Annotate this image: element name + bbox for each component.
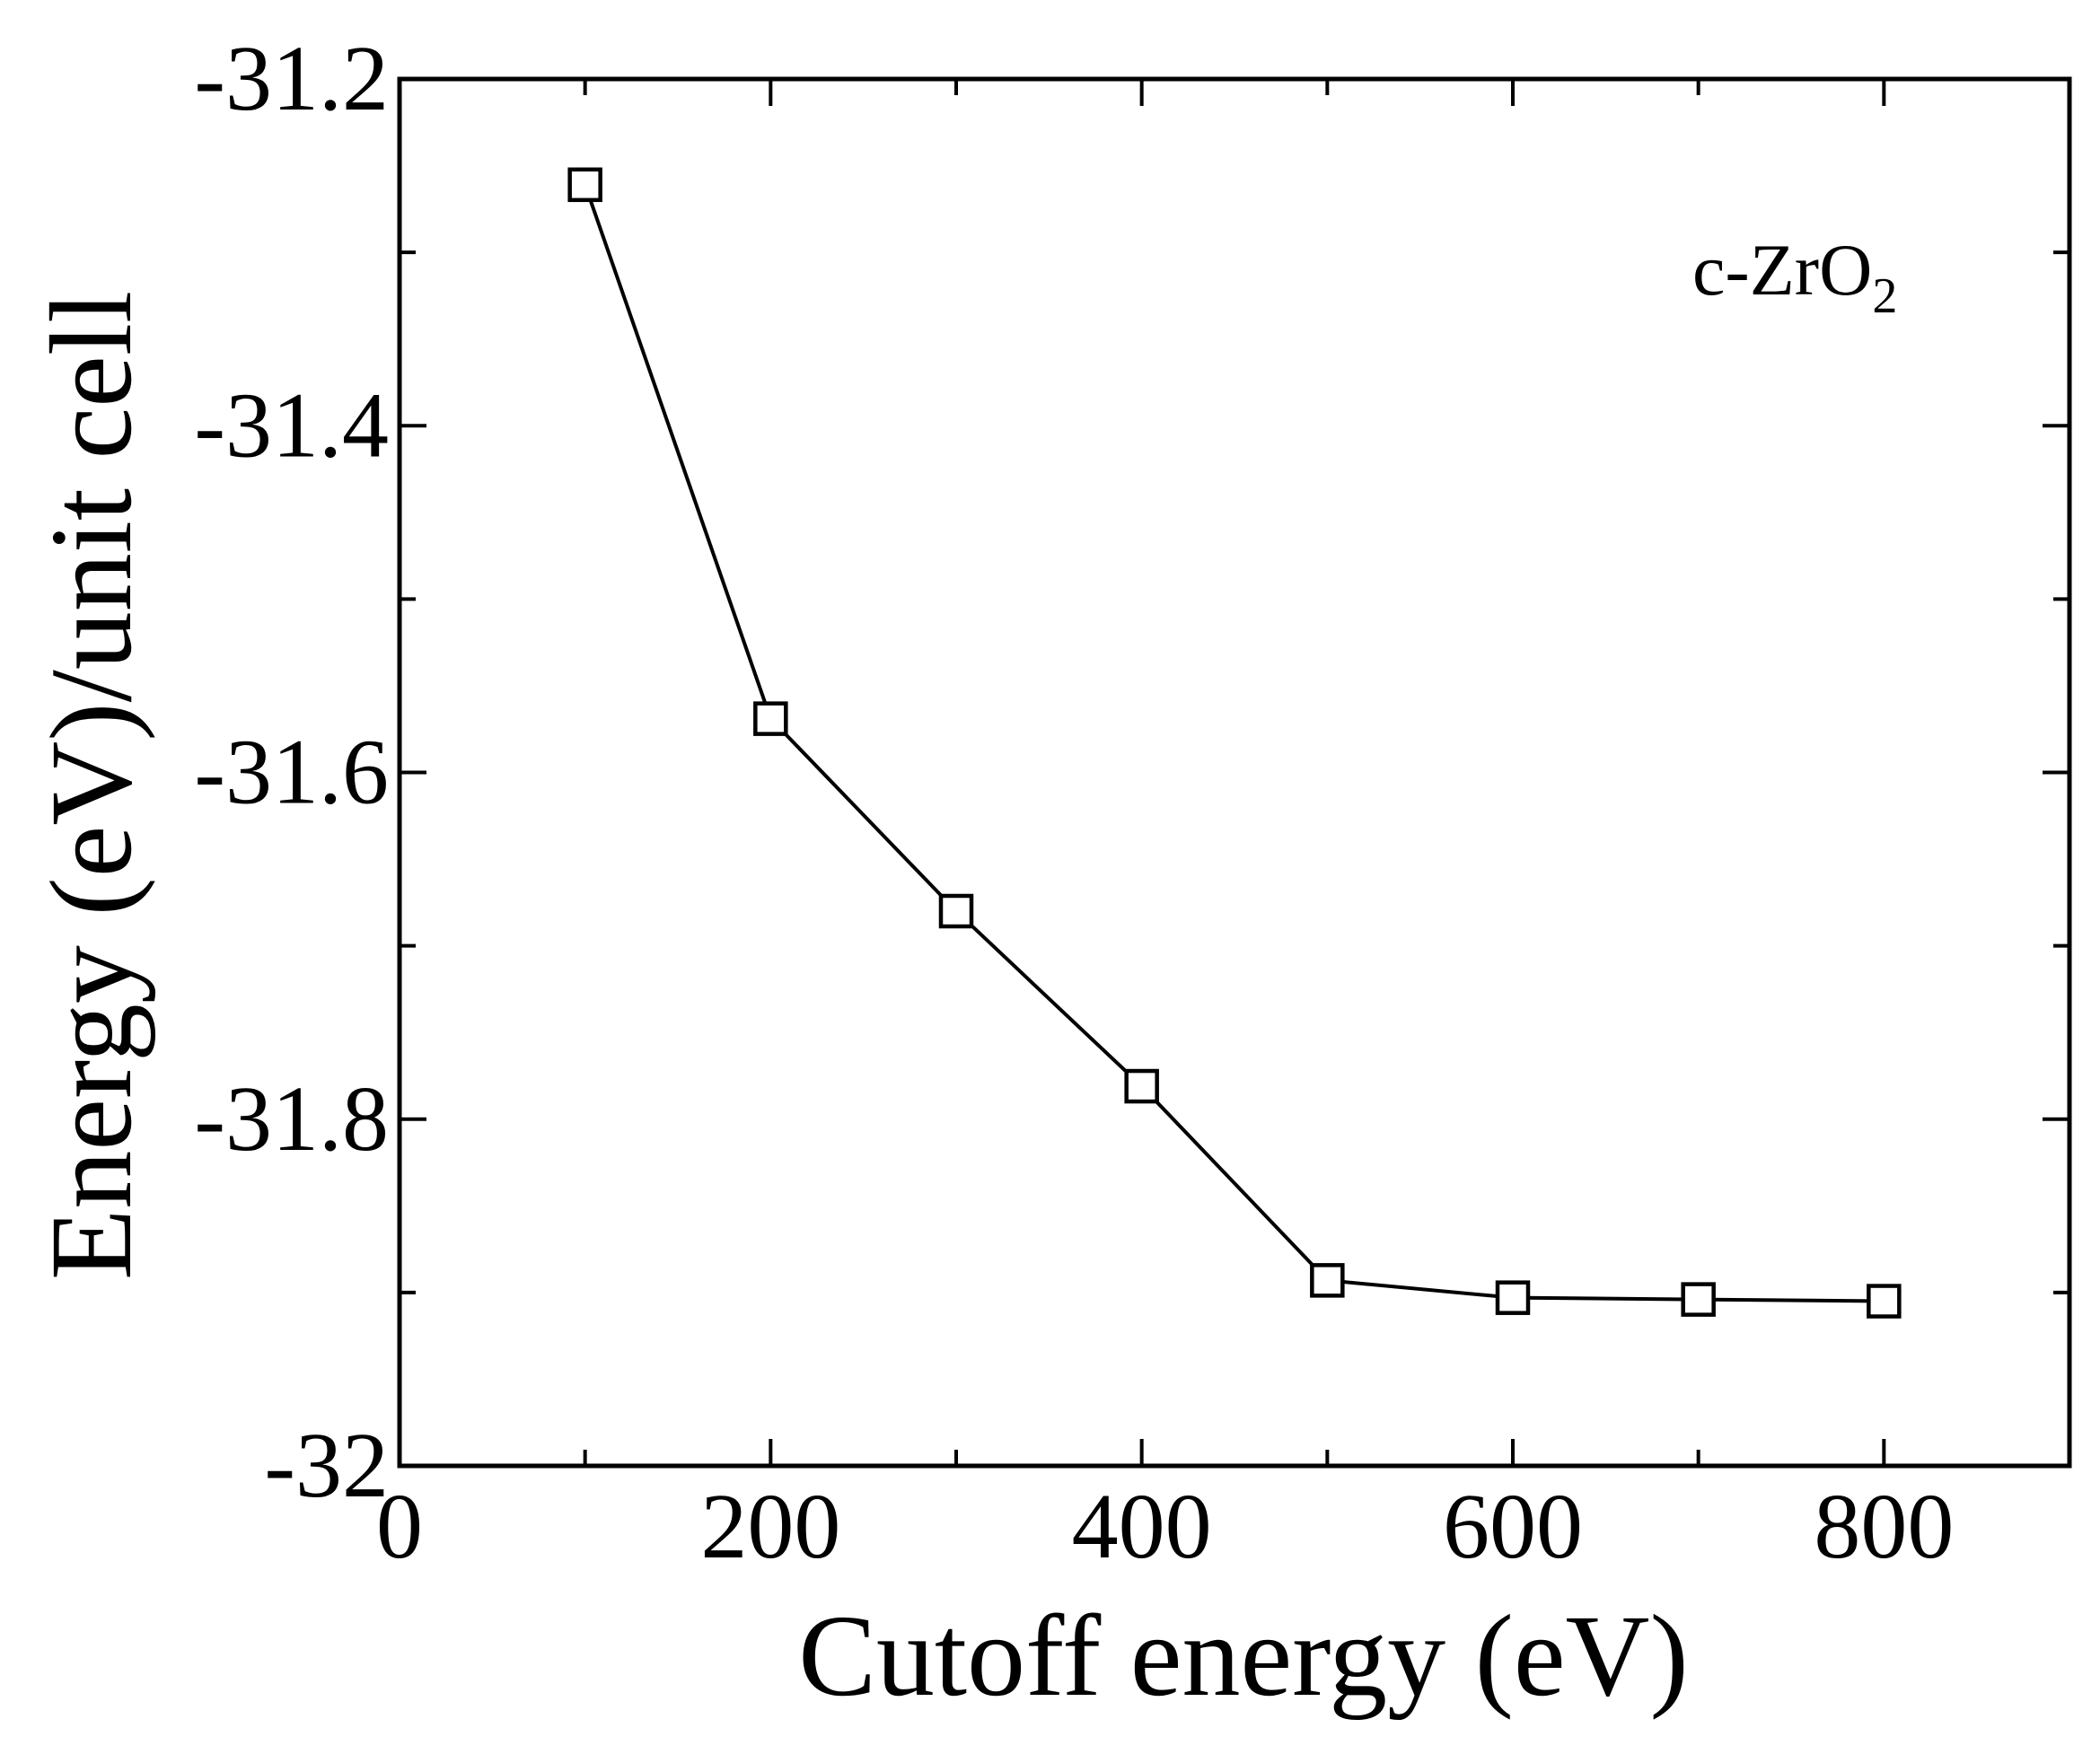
x-axis-ticks: 0 200 400 600 800 — [376, 79, 1954, 1578]
x-tick-label: 400 — [1072, 1475, 1212, 1578]
y-tick-label: -32 — [264, 1414, 389, 1517]
series-line — [583, 184, 1885, 1303]
chart-annotation: c-ZrO2 — [1692, 229, 1897, 324]
x-tick-label: 200 — [700, 1475, 840, 1578]
y-tick-label: -31.6 — [194, 721, 389, 824]
data-point-marker — [567, 167, 602, 203]
y-tick-label: -31.2 — [194, 27, 389, 130]
data-point-marker — [1124, 1068, 1159, 1104]
data-markers — [567, 167, 1902, 1319]
x-tick-label: 600 — [1443, 1475, 1583, 1578]
data-point-marker — [1681, 1282, 1716, 1317]
data-point-marker — [753, 701, 788, 736]
data-point-marker — [1495, 1280, 1531, 1315]
data-point-marker — [938, 893, 974, 929]
x-axis-title: Cutoff energy (eV) — [798, 1592, 1689, 1721]
x-tick-label: 0 — [376, 1475, 423, 1578]
y-axis-ticks: -32 -31.8 -31.6 -31.4 -31.2 — [194, 27, 2069, 1517]
y-tick-label: -31.4 — [194, 373, 389, 477]
data-point-marker — [1310, 1263, 1345, 1298]
x-tick-label: 800 — [1814, 1475, 1954, 1578]
data-point-marker — [1867, 1284, 1902, 1319]
y-axis-title: Energy (eV)/unit cell — [27, 291, 156, 1280]
y-tick-label: -31.8 — [194, 1067, 389, 1171]
